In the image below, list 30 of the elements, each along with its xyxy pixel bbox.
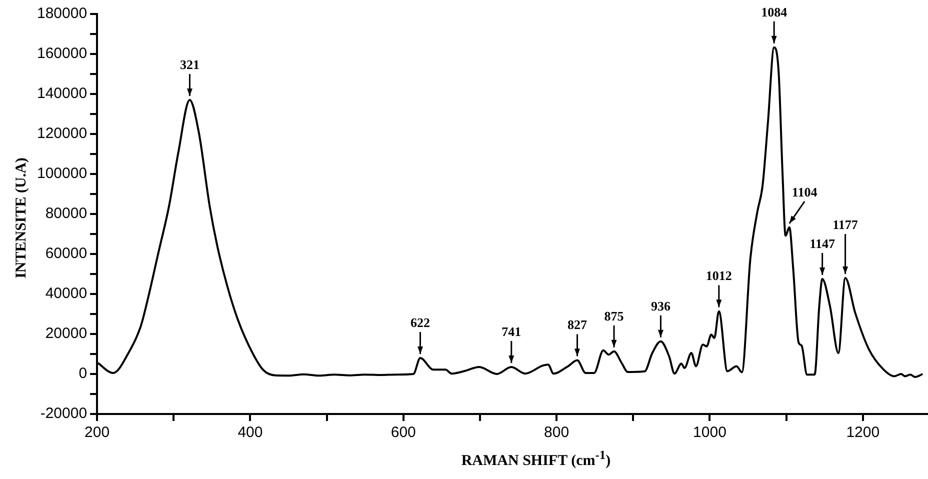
x-tick-label: 800 bbox=[544, 424, 570, 442]
y-tick-label: 60000 bbox=[45, 245, 88, 262]
annotation: 1147 bbox=[810, 236, 836, 251]
y-tick-label: 100000 bbox=[36, 165, 88, 182]
y-tick-label: 140000 bbox=[36, 85, 88, 102]
y-tick-label: 180000 bbox=[36, 5, 88, 22]
annotation: 1012 bbox=[706, 268, 732, 284]
x-tick-label: 1000 bbox=[693, 424, 726, 442]
x-tick-label: 600 bbox=[390, 424, 416, 442]
annotation: 936 bbox=[650, 298, 671, 314]
y-tick-label: -20000 bbox=[40, 405, 88, 422]
x-tick-label: 200 bbox=[84, 424, 110, 442]
x-tick-label: 400 bbox=[238, 424, 263, 442]
annotation: 1084 bbox=[761, 4, 788, 20]
annotation: 1104 bbox=[792, 184, 818, 200]
y-tick-label: 20000 bbox=[45, 325, 88, 342]
x-axis-title: RAMAN SHIFT (cm$^{-1}$) bbox=[460, 448, 612, 470]
y-tick-label: 120000 bbox=[36, 125, 88, 142]
y-tick-label: 160000 bbox=[36, 45, 88, 62]
y-tick-label: 0 bbox=[78, 365, 88, 382]
y-axis-title: INTENSITE (U.A) bbox=[14, 158, 30, 278]
annotation: 321 bbox=[180, 56, 200, 72]
annotation: 875 bbox=[604, 308, 624, 324]
annotation: 622 bbox=[410, 314, 430, 330]
annotation: 827 bbox=[567, 317, 588, 332]
x-tick-label: 1200 bbox=[846, 424, 880, 442]
y-tick-label: 80000 bbox=[45, 205, 88, 222]
annotation: 1177 bbox=[832, 216, 858, 232]
y-tick-label: 40000 bbox=[45, 285, 88, 302]
annotation: 741 bbox=[502, 324, 522, 339]
